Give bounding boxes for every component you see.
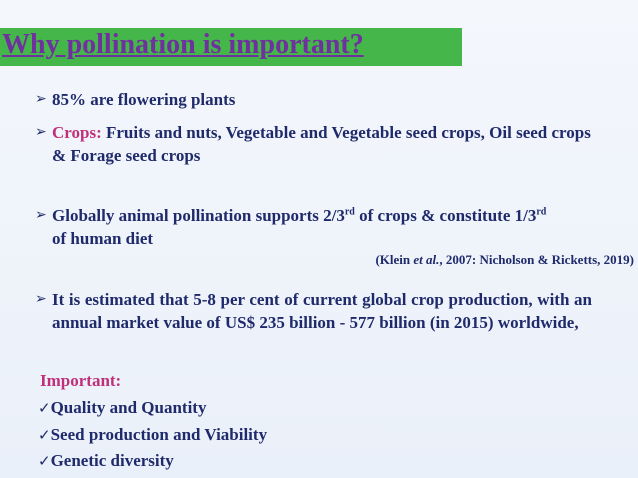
bullet-text: of human diet — [52, 229, 154, 248]
bullet-text: of crops & constitute 1/3 — [359, 206, 537, 225]
bullet-text: Globally animal pollination supports 2/3 — [52, 206, 345, 225]
superscript: rd — [536, 206, 547, 218]
bullet-text: 85% are flowering plants — [52, 90, 236, 109]
bullet: ➢ Crops: Fruits and nuts, Vegetable and V… — [35, 123, 591, 165]
citation-text: , 2007: Nicholson & Ricketts, 2019) — [439, 252, 634, 267]
bullet: ➢ Globally animal pollination supports 2/… — [35, 206, 547, 248]
citation-italic: et al. — [413, 252, 440, 267]
bullet-text: Fruits and nuts, Vegetable and Vegetable… — [52, 123, 591, 165]
bullet-text: It is estimated that 5-8 per cent of cur… — [52, 290, 592, 332]
bullet-label: Crops: — [52, 123, 102, 142]
check-item: Seed production and Viability — [38, 422, 268, 449]
citation-text: (Klein — [375, 252, 411, 267]
bullet: ➢ It is estimated that 5-8 per cent of cu… — [35, 290, 592, 332]
check-item: Quality and Quantity — [38, 395, 267, 422]
bullet: ➢ 85% are flowering plants — [35, 90, 236, 109]
superscript: rd — [344, 206, 355, 218]
checklist: Quality and Quantity Seed production and… — [38, 395, 268, 475]
check-item: Genetic diversity — [38, 448, 267, 475]
important-label: Important: — [40, 371, 122, 390]
slide-title: Why pollination is important? — [2, 29, 364, 60]
citation: (Klein et al., 2007: Nicholson & Rickett… — [375, 252, 634, 268]
title-bar — [0, 28, 462, 66]
